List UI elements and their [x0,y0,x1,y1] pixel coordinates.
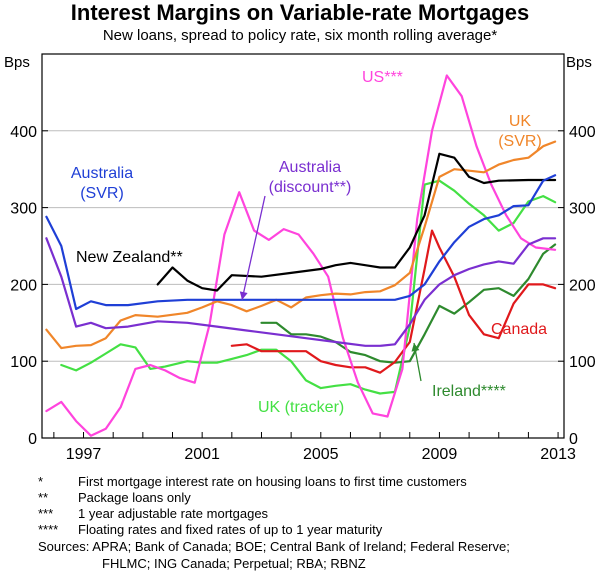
series-line [230,229,557,374]
series-label: (SVR) [80,185,124,202]
series-line [45,74,557,437]
footnote-text: 1 year adjustable rate mortgages [78,506,269,521]
arrow-head [411,343,420,352]
footnote: * First mortgage interest rate on housing… [38,474,467,490]
y-tick-label-left: 0 [28,431,37,448]
y-tick-label-right: 100 [569,354,596,371]
x-tick-label: 1997 [66,446,102,463]
footnote-text: Floating rates and fixed rates of up to … [78,522,383,537]
footnote-mark: **** [38,522,59,537]
plot-frame [41,53,565,439]
series-label: New Zealand** [76,249,183,266]
y-tick-label-right: 200 [569,277,596,294]
series-label: (SVR) [498,133,542,150]
series-line [45,174,557,311]
series-line [260,243,557,364]
footnote-text: First mortgage interest rate on housing … [78,474,467,489]
y-tick-label-right: 300 [569,201,596,218]
sources-line: Sources: APRA; Bank of Canada; BOE; Cent… [38,539,510,554]
series-label: Ireland**** [432,383,506,400]
x-tick-label: 2005 [303,446,339,463]
y-tick-label-left: 300 [10,201,37,218]
x-tick-label: 2001 [184,446,220,463]
footnote: **** Floating rates and fixed rates of up… [38,522,467,538]
chart-subtitle: New loans, spread to policy rate, six mo… [102,27,498,44]
arrow-head [239,291,248,300]
sources: Sources: APRA; Bank of Canada; BOE; Cent… [38,538,510,572]
chart-title: Interest Margins on Variable-rate Mortga… [70,0,530,25]
series-label: US*** [362,69,403,86]
series-label: Australia [71,165,133,182]
y-axis-label-right: Bps [566,54,592,71]
series-label: UK (tracker) [258,399,344,416]
y-tick-label-left: 400 [10,124,37,141]
footnote: *** 1 year adjustable rate mortgages [38,506,467,522]
y-axis-label-left: Bps [4,54,30,71]
y-tick-label-left: 200 [10,277,37,294]
series-line [45,237,557,347]
footnote: ** Package loans only [38,490,467,506]
series-line [45,140,557,350]
series-line [60,179,557,395]
series-label: Canada [491,321,547,338]
x-tick-label: 2009 [422,446,458,463]
series-line [156,152,557,292]
footnote-mark: *** [38,506,54,521]
y-tick-label-right: 400 [569,124,596,141]
x-tick-label: 2013 [540,446,576,463]
footnote-mark: ** [38,490,49,505]
arrow-line [241,195,266,301]
y-tick-label-left: 100 [10,354,37,371]
series-label: (discount**) [269,179,352,196]
sources-line: FHLMC; ING Canada; Perpetual; RBA; RBNZ [102,556,366,571]
series-label: Australia [279,159,341,176]
footnote-mark: * [38,474,44,489]
series-label: UK [509,113,532,130]
y-tick-label-right: 0 [569,431,578,448]
footnotes: * First mortgage interest rate on housing… [38,474,467,538]
footnote-text: Package loans only [78,490,191,505]
